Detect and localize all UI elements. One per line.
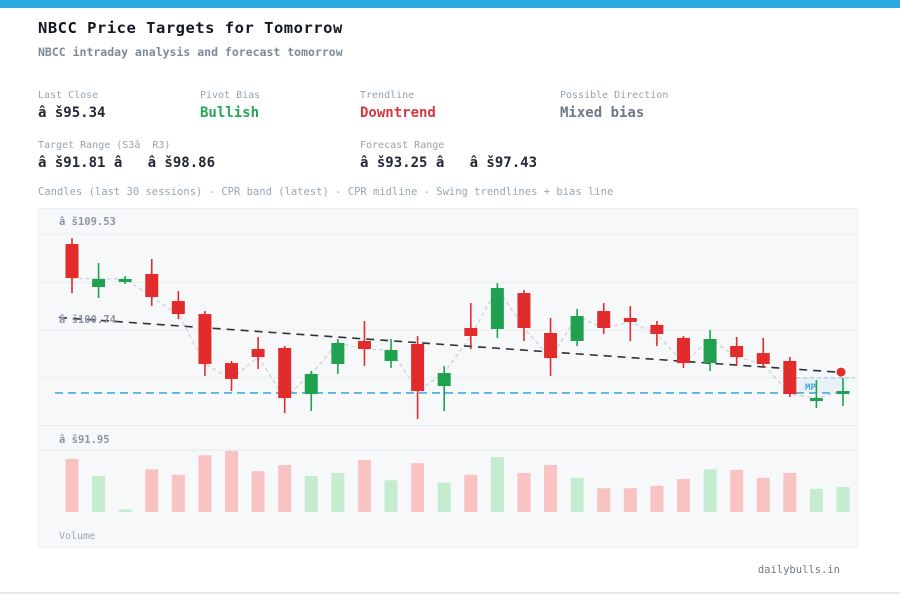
volume-bar — [597, 488, 611, 512]
volume-bar — [464, 474, 478, 512]
candle-body — [251, 349, 265, 358]
candle-body — [703, 339, 717, 364]
volume-bar — [517, 472, 531, 512]
candle-body — [384, 350, 398, 361]
volume-bar — [544, 465, 558, 512]
stat-target-range-label: Target Range (S3â R3) — [38, 140, 171, 151]
price-label: â š109.53 — [59, 216, 116, 228]
volume-bar — [331, 472, 345, 512]
candle-body — [490, 288, 504, 330]
volume-bar — [783, 472, 797, 512]
volume-bar — [198, 455, 212, 512]
candle-body — [331, 342, 345, 364]
volume-bar — [437, 482, 451, 512]
candle-body — [756, 353, 770, 364]
candle-body — [118, 278, 132, 282]
candle-body — [650, 324, 664, 335]
candle-body — [570, 316, 584, 341]
cpr-band — [789, 377, 847, 393]
stat-target-range-value: â š91.81 â â š98.86 — [38, 155, 216, 171]
footer-divider — [0, 592, 900, 594]
volume-bar — [357, 460, 371, 512]
top-accent-bar — [0, 0, 900, 8]
stat-pivot-bias-label: Pivot Bias — [200, 90, 261, 101]
stat-last-close: Last Close â š95.34 — [38, 90, 105, 121]
stat-trendline: Trendline Downtrend — [360, 90, 436, 121]
candle-body — [411, 344, 425, 392]
candle-body — [65, 244, 79, 279]
footer-brand: dailybulls.in — [757, 564, 840, 576]
candle-body — [597, 311, 611, 328]
candle-body — [278, 347, 292, 399]
volume-bar — [836, 486, 850, 512]
volume-bar — [756, 477, 770, 512]
volume-bar — [809, 488, 823, 512]
trend-end-dot — [836, 367, 846, 377]
bias-line — [71, 277, 844, 399]
candle-body — [836, 391, 850, 395]
swing-trendline — [58, 316, 838, 373]
stat-pivot-bias: Pivot Bias Bullish — [200, 90, 260, 121]
candle-body — [783, 360, 797, 395]
candle-body — [809, 398, 823, 402]
stat-target-range: Target Range (S3â R3) â š91.81 â â š98.8… — [38, 140, 215, 171]
volume-bar — [490, 457, 504, 512]
stat-possible-direction-value: Mixed bias — [560, 105, 645, 121]
candle-body — [145, 273, 159, 297]
stat-possible-direction: Possible Direction Mixed bias — [560, 90, 668, 121]
page-subtitle: NBCC intraday analysis and forecast tomo… — [38, 45, 343, 59]
stat-last-close-label: Last Close — [38, 90, 99, 101]
volume-bar — [278, 465, 292, 512]
candle-body — [623, 317, 637, 322]
stat-forecast-range-value: â š93.25 â â š97.43 — [360, 155, 538, 171]
stat-pivot-bias-value: Bullish — [200, 105, 260, 121]
chart-caption: Candles (last 30 sessions) - CPR band (l… — [38, 186, 614, 198]
volume-bar — [623, 488, 637, 512]
stat-possible-direction-label: Possible Direction — [560, 90, 669, 101]
volume-bar — [676, 479, 690, 512]
volume-bar — [118, 509, 132, 512]
midline-label: MP — [805, 383, 816, 393]
volume-bar — [251, 471, 265, 512]
price-chart-svg: â š109.53 â š100.74 â š91.95 MP Volume — [39, 216, 859, 542]
volume-bar — [145, 469, 159, 512]
stat-forecast-range: Forecast Range â š93.25 â â š97.43 — [360, 140, 537, 171]
candle-body — [198, 314, 212, 364]
price-label: â š100.74 — [59, 314, 116, 326]
candle-body — [92, 278, 106, 287]
candle-body — [544, 332, 558, 359]
volume-bar — [570, 477, 584, 512]
candle-body — [517, 293, 531, 328]
candle-body — [464, 327, 478, 336]
price-label: â š91.95 — [59, 434, 110, 446]
volume-bar — [225, 451, 239, 512]
stat-trendline-label: Trendline — [360, 90, 415, 101]
candle-body — [730, 345, 744, 358]
volume-bar — [730, 469, 744, 512]
stat-trendline-value: Downtrend — [360, 105, 436, 121]
candle-body — [437, 373, 451, 387]
candle-body — [304, 373, 318, 395]
candle-body — [171, 301, 185, 315]
volume-bar — [65, 458, 79, 512]
candle-body — [225, 363, 239, 379]
volume-bar — [411, 463, 425, 512]
candle-body — [676, 337, 690, 364]
candle-body — [357, 340, 371, 350]
volume-bar — [703, 469, 717, 512]
volume-bar — [384, 480, 398, 512]
page-title: NBCC Price Targets for Tomorrow — [38, 19, 343, 37]
volume-bar — [171, 474, 185, 512]
stat-last-close-value: â š95.34 — [38, 105, 106, 121]
volume-label: Volume — [59, 531, 95, 542]
price-chart-panel: â š109.53 â š100.74 â š91.95 MP Volume — [38, 208, 859, 548]
volume-bar — [304, 476, 318, 512]
volume-bar — [650, 485, 664, 512]
stat-forecast-range-label: Forecast Range — [360, 140, 445, 151]
volume-bar — [92, 476, 106, 512]
